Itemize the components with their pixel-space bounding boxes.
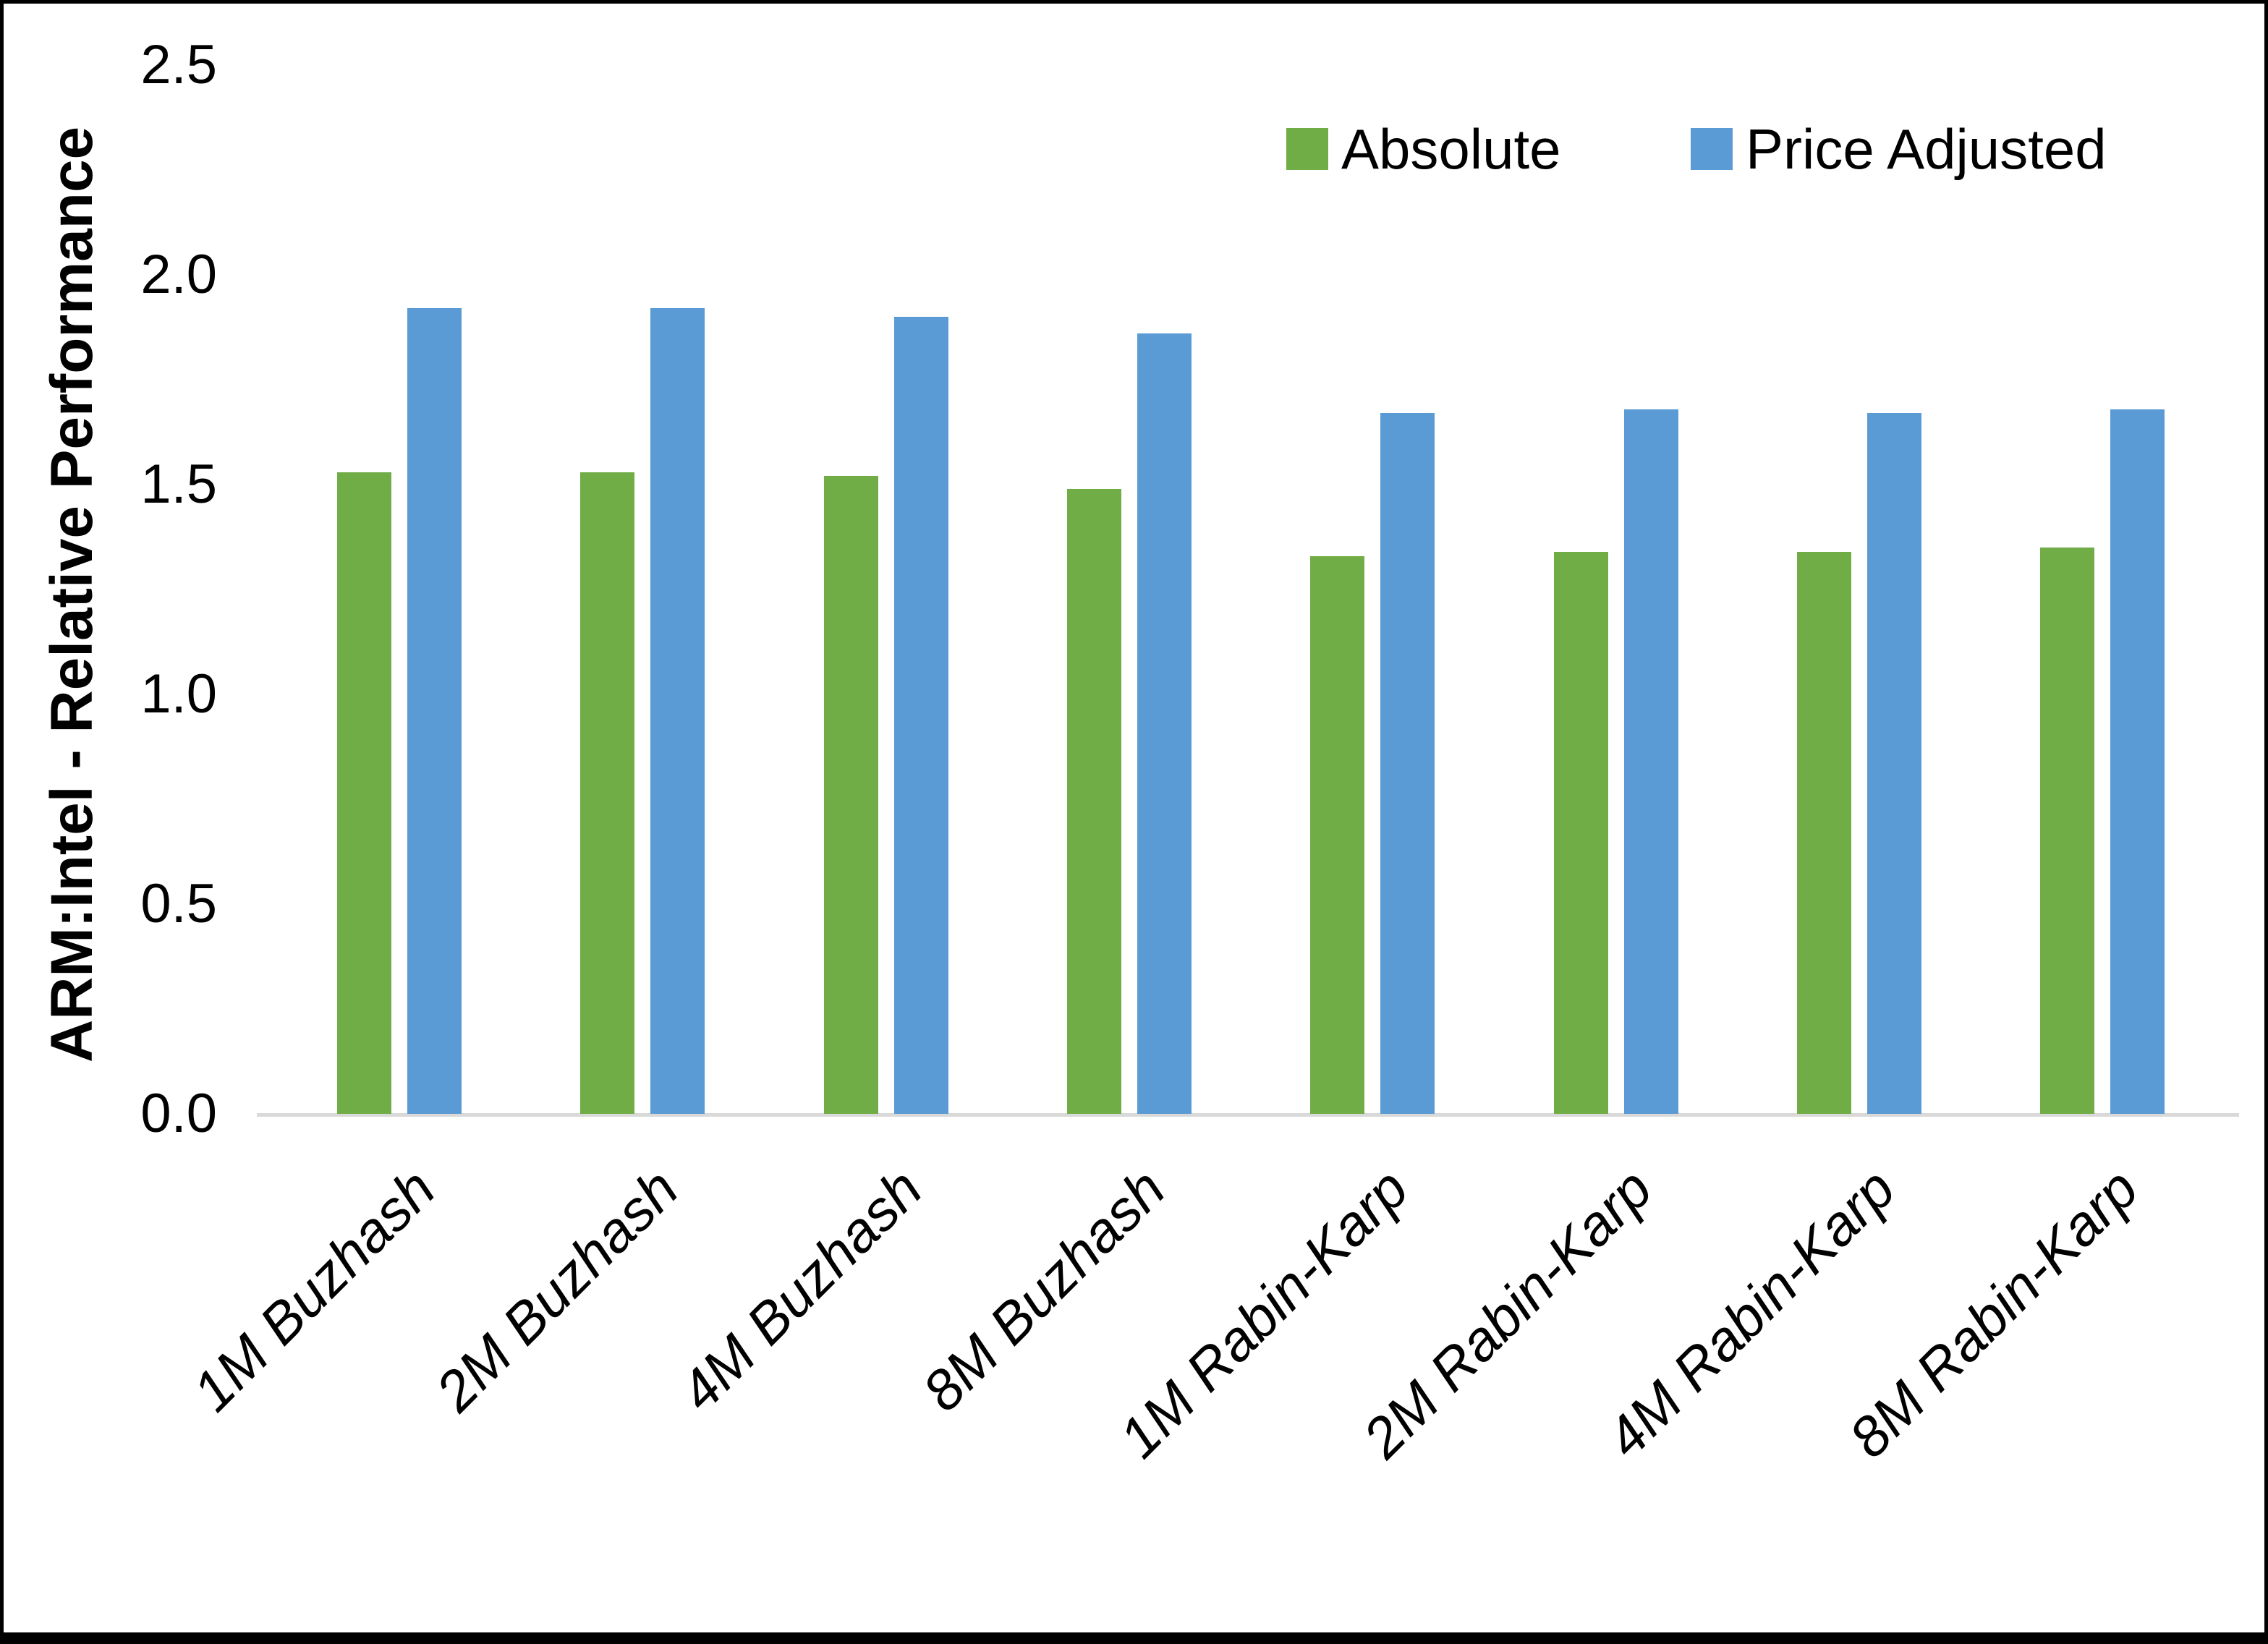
legend-label: Price Adjusted xyxy=(1746,116,2107,181)
y-tick-label-2.5: 2.5 xyxy=(140,34,217,95)
legend-swatch-icon xyxy=(1286,128,1328,170)
x-axis-line xyxy=(257,1113,2239,1117)
bar-price-adjusted-4m-rabin-karp xyxy=(1866,413,1921,1114)
bar-absolute-2m-buzhash xyxy=(580,472,635,1114)
bar-absolute-2m-rabin-karp xyxy=(1553,551,1608,1114)
bar-price-adjusted-2m-buzhash xyxy=(650,308,705,1114)
x-label-1m-buzhash: 1M Buzhash xyxy=(180,1156,448,1423)
y-tick-label-0.5: 0.5 xyxy=(140,873,217,934)
bar-absolute-8m-buzhash xyxy=(1066,488,1121,1114)
bar-absolute-4m-buzhash xyxy=(823,476,878,1114)
y-tick-label-1.0: 1.0 xyxy=(140,663,217,725)
legend-label: Absolute xyxy=(1341,116,1561,181)
bar-price-adjusted-8m-rabin-karp xyxy=(2110,409,2165,1114)
bar-absolute-8m-rabin-karp xyxy=(2040,548,2095,1114)
frame-border-bottom xyxy=(0,1632,2268,1644)
frame-border-left xyxy=(0,0,4,1644)
legend-swatch-icon xyxy=(1691,128,1733,170)
x-label-8m-buzhash: 8M Buzhash xyxy=(910,1156,1178,1423)
bar-price-adjusted-1m-rabin-karp xyxy=(1380,413,1435,1114)
bar-price-adjusted-4m-buzhash xyxy=(893,317,948,1114)
bar-absolute-1m-rabin-karp xyxy=(1310,555,1365,1114)
frame-border-right xyxy=(2264,0,2268,1644)
bar-price-adjusted-1m-buzhash xyxy=(407,308,462,1114)
frame-border-top xyxy=(0,0,2268,4)
bar-absolute-4m-rabin-karp xyxy=(1796,551,1851,1114)
y-tick-label-2.0: 2.0 xyxy=(140,244,217,305)
x-label-4m-buzhash: 4M Buzhash xyxy=(666,1156,934,1423)
x-label-2m-buzhash: 2M Buzhash xyxy=(423,1156,691,1423)
y-tick-label-1.5: 1.5 xyxy=(140,453,217,515)
bar-absolute-1m-buzhash xyxy=(337,472,391,1114)
y-tick-label-0.0: 0.0 xyxy=(140,1083,217,1144)
bar-price-adjusted-2m-rabin-karp xyxy=(1623,409,1678,1114)
legend-item-price-adjusted: Price Adjusted xyxy=(1691,117,2107,181)
legend-item-absolute: Absolute xyxy=(1286,117,1561,181)
bar-price-adjusted-8m-buzhash xyxy=(1137,333,1192,1114)
